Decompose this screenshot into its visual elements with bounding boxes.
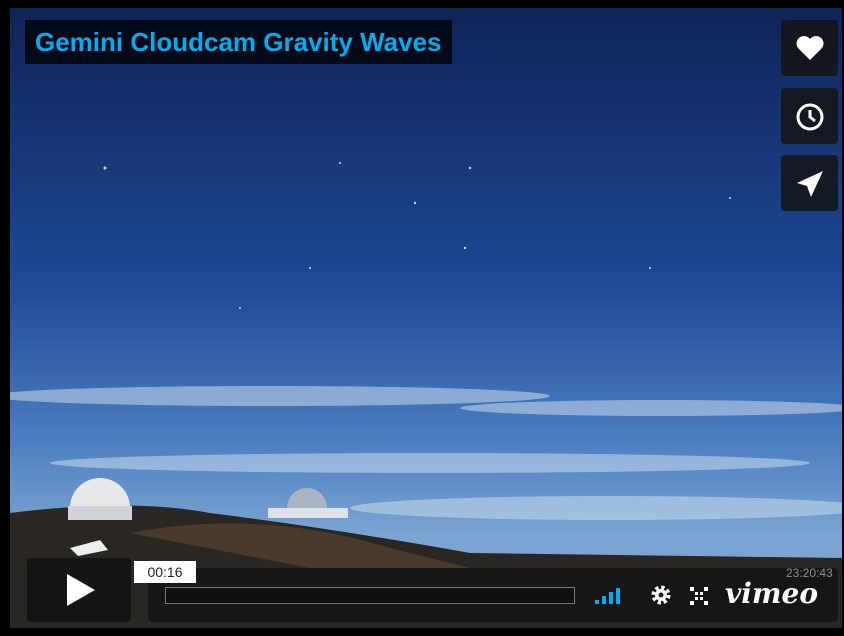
watch-later-button[interactable] (781, 88, 838, 144)
volume-icon[interactable] (595, 586, 635, 606)
fullscreen-icon[interactable] (690, 587, 708, 605)
share-button[interactable] (781, 155, 838, 211)
current-time: 00:16 (134, 561, 196, 583)
vimeo-logo[interactable]: vimeo (725, 577, 818, 610)
like-button[interactable] (781, 20, 838, 76)
video-player: Gemini Cloudcam Gravity Waves 00:16 23:2… (0, 0, 844, 636)
settings-icon[interactable] (650, 584, 672, 606)
play-button[interactable] (27, 558, 131, 622)
video-frame (10, 8, 842, 628)
progress-bar[interactable] (165, 587, 575, 604)
video-title[interactable]: Gemini Cloudcam Gravity Waves (25, 20, 452, 64)
